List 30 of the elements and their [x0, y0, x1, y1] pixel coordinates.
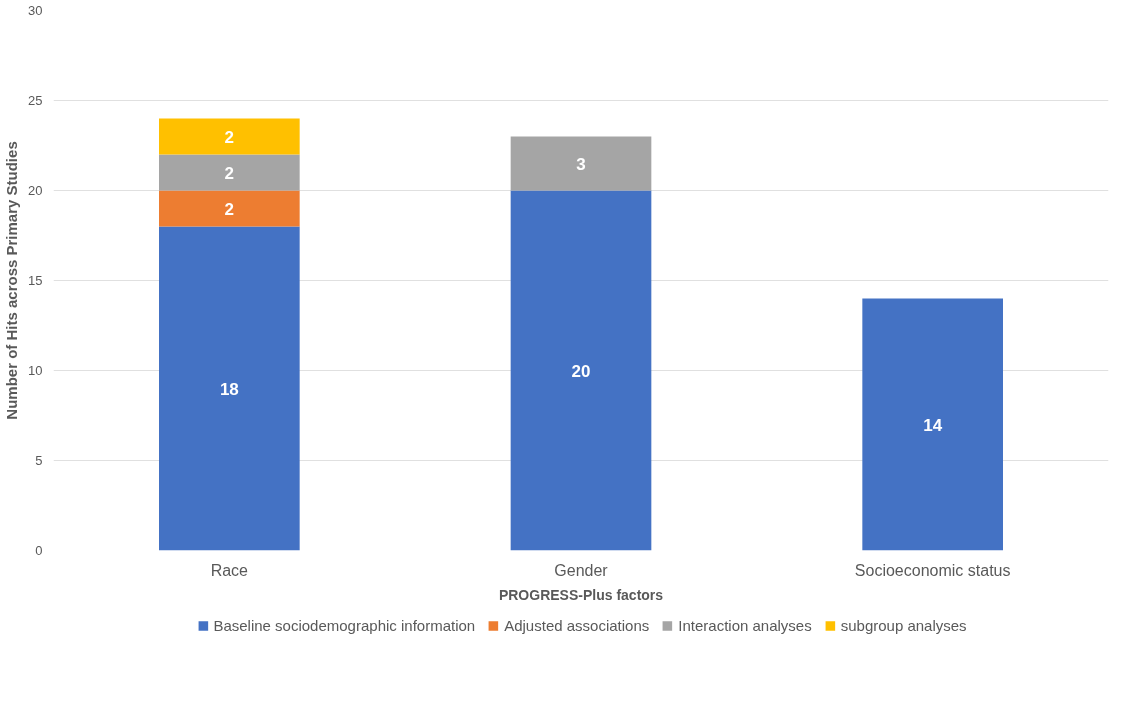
y-tick-label: 5 — [35, 453, 43, 468]
bar — [159, 226, 300, 551]
data-label: 2 — [224, 163, 235, 183]
y-tick-label: 0 — [35, 543, 43, 558]
y-axis-title: Number of Hits across Primary Studies — [3, 141, 21, 420]
y-tick-label: 25 — [28, 93, 43, 108]
legend-label: subgroup analyses — [840, 616, 967, 634]
legend-label: Interaction analyses — [678, 616, 812, 634]
legend-label: Baseline sociodemographic information — [213, 616, 476, 634]
legend-label: Adjusted associations — [504, 616, 650, 634]
data-label: 20 — [571, 361, 591, 381]
bar — [159, 190, 300, 227]
bar — [510, 190, 652, 551]
data-label: 18 — [219, 379, 239, 399]
y-tick-label: 20 — [28, 183, 43, 198]
y-tick-label: 15 — [28, 273, 43, 288]
bar — [159, 118, 300, 155]
bar — [510, 136, 652, 191]
y-tick-label: 10 — [28, 363, 43, 378]
bar — [159, 154, 300, 191]
y-tick-label: 30 — [28, 3, 43, 18]
bar — [862, 298, 1003, 551]
data-label: 2 — [224, 127, 235, 147]
x-tick-label: Socioeconomic status — [854, 561, 1011, 579]
x-tick-label: Race — [210, 561, 249, 579]
x-tick-label: Gender — [554, 561, 609, 579]
x-axis-title: PROGRESS-Plus factors — [498, 586, 664, 603]
data-label: 14 — [923, 415, 943, 435]
data-label: 2 — [224, 199, 235, 219]
data-label: 3 — [576, 154, 586, 174]
